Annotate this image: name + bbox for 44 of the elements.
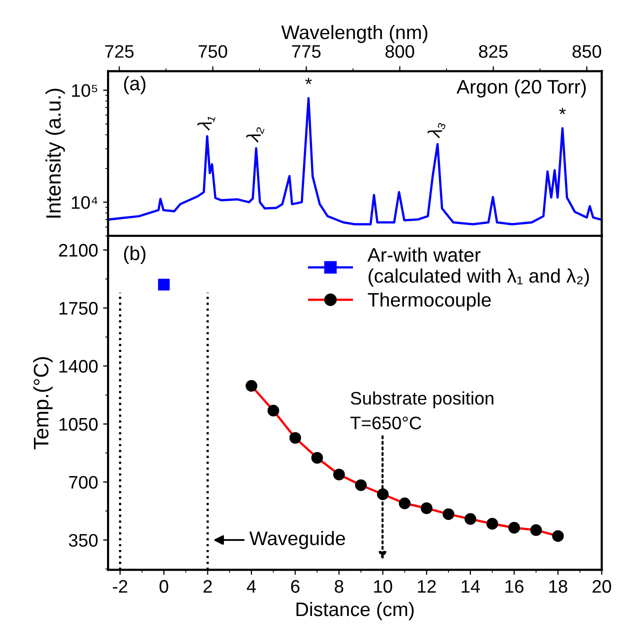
annotation: Substrate position T=650°C [350,391,494,430]
x-axis-title: Wavelength (nm) [281,24,428,44]
y-tick-label: 1050 [60,418,98,431]
annotation: * [305,78,312,84]
x-tick-label: -2 [112,580,128,593]
line-series [108,97,602,226]
annotation: (b) [124,246,146,264]
x-tick-label: 6 [291,580,300,593]
x-tick-label: 775 [292,45,321,58]
annotation: λ₃ [426,120,446,140]
point [158,278,170,290]
y-tick-label: 1400 [60,360,98,373]
annotation: λ₁ [196,112,216,132]
y-tick-label: 2100 [59,244,98,257]
x-tick-label: 0 [160,580,168,593]
annotation: * [559,108,566,114]
y-tick-label: 10⁴ [72,196,98,209]
y-tick-label: 1750 [60,302,98,315]
x-tick-label: 825 [479,45,508,58]
x-tick-label: 8 [334,580,344,593]
x-tick-label: 800 [386,45,414,58]
y-tick-label: 10⁵ [72,84,98,97]
annotation: Argon (20 Torr) [456,79,586,98]
y-axis-title: Intensity (a.u.) [46,88,65,218]
y-tick-label: 350 [68,534,98,547]
annotation: λ₂ [246,124,264,144]
legend-label: Ar-with water (calculated with λ₁ and λ₂) [367,248,589,287]
x-tick-label: 750 [198,45,228,58]
x-tick-label: 10 [374,580,392,593]
x-tick-label: 850 [572,45,602,58]
annotation: Waveguide [249,530,346,550]
x-tick-label: 725 [105,45,134,58]
x-tick-label: 4 [246,580,256,593]
x-tick-label: 14 [462,580,480,593]
x-tick-label: 18 [549,580,568,593]
x-tick-label: 2 [204,580,212,593]
x-axis-title: Distance (cm) [296,602,414,620]
y-axis-title: Temp.(°C) [33,357,53,450]
x-tick-label: 16 [506,580,524,593]
x-tick-label: 20 [592,580,612,593]
annotation: (a) [124,76,146,94]
x-tick-label: 12 [418,580,436,593]
y-tick-label: 700 [69,476,98,489]
legend-label: Thermocouple [368,292,491,311]
